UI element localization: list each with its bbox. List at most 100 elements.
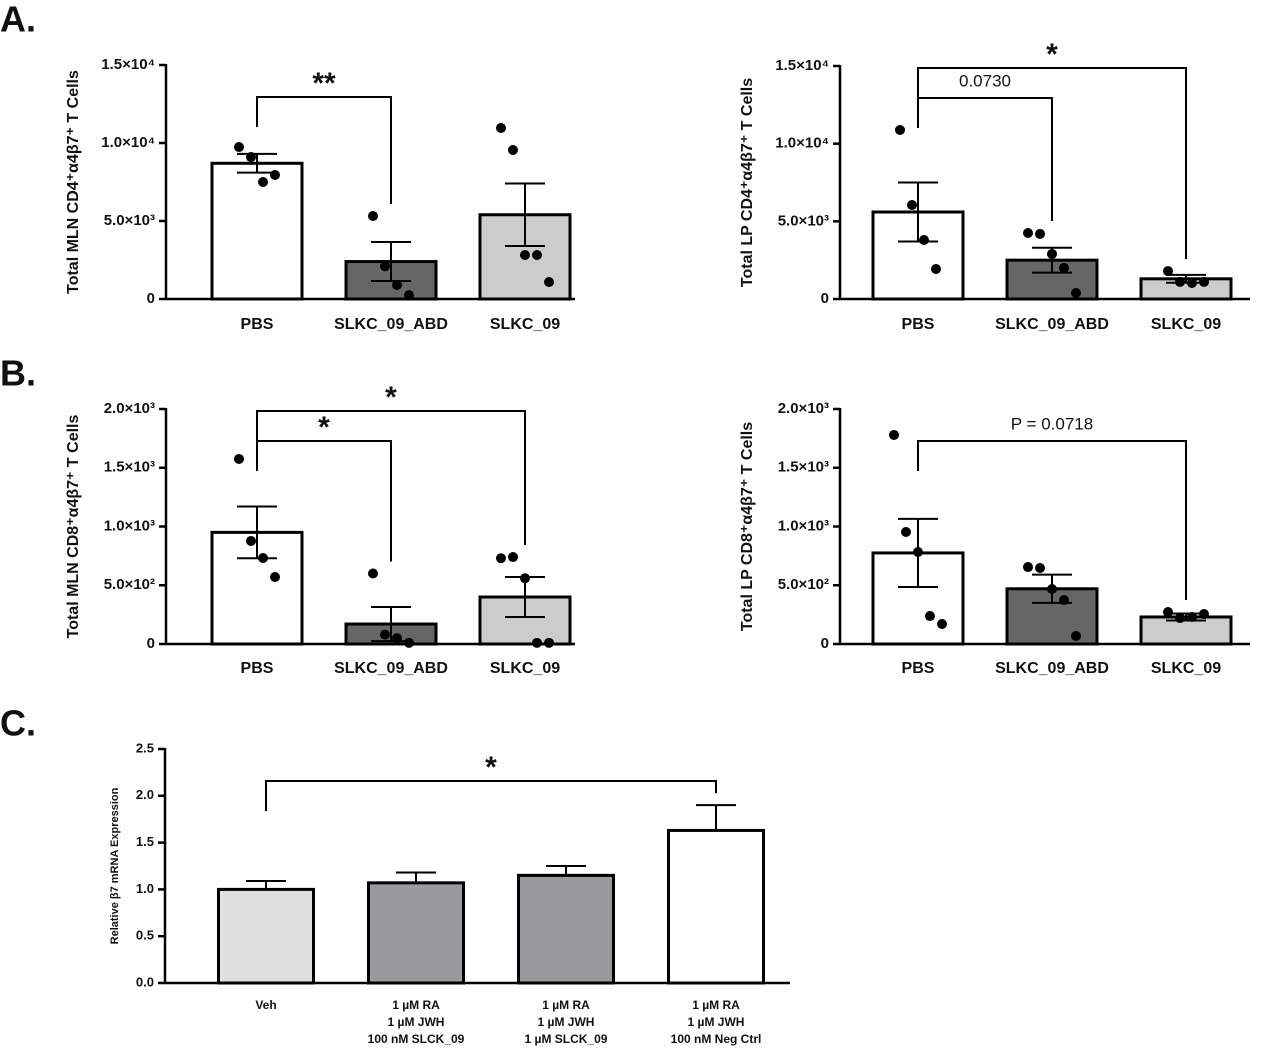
significance-bracket	[265, 780, 717, 811]
y-axis-label: Relative β7 mRNA Expression	[109, 787, 121, 944]
x-tick-label: 1 µM JWH	[688, 1015, 745, 1029]
data-point	[508, 145, 518, 156]
y-tick-label: 0	[821, 290, 829, 307]
data-point	[913, 546, 923, 557]
bar	[367, 881, 465, 985]
data-point	[1199, 609, 1209, 620]
y-axis-label: Total MLN CD8⁺α4β7⁺ T Cells	[65, 415, 82, 639]
x-tick-label: 1 µM JWH	[388, 1015, 445, 1029]
y-tick-label: 0	[821, 635, 829, 652]
data-point	[246, 152, 256, 163]
data-point	[520, 250, 530, 261]
x-tick-label: SLKC_09	[1151, 660, 1221, 677]
data-point	[234, 453, 244, 464]
y-tick-label: 1.0×10⁴	[775, 135, 829, 152]
data-point	[392, 279, 402, 290]
data-point	[270, 169, 280, 180]
data-point	[1047, 584, 1057, 595]
x-tick-label: 1 µM RA	[542, 998, 590, 1012]
data-point	[368, 211, 378, 222]
y-axis-label: Total LP CD8⁺α4β7⁺ T Cells	[739, 422, 756, 631]
bar	[517, 873, 615, 985]
significance-bracket	[917, 97, 1053, 221]
y-tick-label: 1.5×10⁴	[101, 56, 155, 73]
y-tick-label: 1.0×10³	[104, 517, 155, 534]
y-tick-label: 0	[147, 635, 155, 652]
x-tick-label: SLKC_09_ABD	[995, 660, 1109, 677]
significance-bracket	[256, 410, 526, 546]
panel-label: A.	[0, 0, 36, 40]
data-point	[1035, 228, 1045, 239]
significance-label: **	[312, 67, 336, 100]
x-tick-label: SLKC_09	[1151, 316, 1221, 333]
x-tick-label: 1 µM RA	[692, 998, 740, 1012]
data-point	[1059, 595, 1069, 606]
x-tick-label: SLKC_09	[490, 660, 560, 677]
data-point	[1187, 278, 1197, 289]
x-tick-label: PBS	[902, 660, 935, 677]
x-tick-label: SLKC_09	[490, 316, 560, 333]
data-point	[925, 611, 935, 622]
data-point	[1071, 287, 1081, 298]
data-point	[1187, 611, 1197, 622]
data-point	[1047, 248, 1057, 259]
bar	[871, 210, 965, 301]
data-point	[532, 250, 542, 261]
significance-label: *	[1046, 38, 1058, 71]
data-point	[380, 261, 390, 272]
x-tick-label: Veh	[255, 998, 276, 1012]
data-point	[392, 633, 402, 644]
y-axis-label: Total MLN CD4⁺α4β7⁺ T Cells	[65, 70, 82, 294]
x-tick-label: 100 nM Neg Ctrl	[671, 1032, 762, 1046]
x-tick-label: PBS	[902, 316, 935, 333]
data-point	[246, 535, 256, 546]
y-tick-label: 2.0×10³	[778, 400, 829, 417]
significance-bracket	[917, 67, 1187, 260]
y-tick-label: 2.5	[136, 740, 154, 755]
significance-label: *	[485, 751, 497, 784]
data-point	[889, 429, 899, 440]
data-point	[1023, 562, 1033, 573]
panel-label: C.	[0, 703, 36, 744]
x-tick-label: 1 µM SLCK_09	[525, 1032, 608, 1046]
data-point	[404, 290, 414, 301]
data-point	[1023, 227, 1033, 238]
x-tick-label: PBS	[241, 316, 274, 333]
y-tick-label: 0.5	[136, 928, 154, 943]
data-point	[544, 637, 554, 648]
data-point	[895, 124, 905, 135]
data-point	[496, 553, 506, 564]
data-point	[1059, 262, 1069, 273]
y-tick-label: 5.0×10³	[104, 212, 155, 229]
data-point	[544, 276, 554, 287]
data-point	[520, 573, 530, 584]
data-point	[1175, 276, 1185, 287]
x-tick-label: PBS	[241, 660, 274, 677]
data-point	[937, 619, 947, 630]
data-point	[931, 264, 941, 275]
data-point	[270, 572, 280, 583]
data-point	[404, 637, 414, 648]
y-tick-label: 0	[147, 290, 155, 307]
significance-bracket	[256, 96, 392, 205]
significance-label: P = 0.0718	[1011, 414, 1093, 433]
y-tick-label: 0.0	[136, 974, 154, 989]
y-tick-label: 5.0×10³	[778, 212, 829, 229]
data-point	[1163, 607, 1173, 618]
significance-bracket	[917, 440, 1187, 601]
y-tick-label: 1.0	[136, 881, 154, 896]
data-point	[380, 629, 390, 640]
significance-label: 0.0730	[959, 71, 1011, 90]
y-tick-label: 2.0×10³	[104, 400, 155, 417]
data-point	[1035, 562, 1045, 573]
x-tick-label: 100 nM SLCK_09	[368, 1032, 465, 1046]
data-point	[1163, 266, 1173, 277]
data-point	[901, 527, 911, 538]
x-tick-label: SLKC_09_ABD	[995, 316, 1109, 333]
x-tick-label: SLKC_09_ABD	[334, 660, 448, 677]
significance-label: *	[318, 411, 330, 444]
y-tick-label: 1.5×10⁴	[775, 57, 829, 74]
data-point	[258, 552, 268, 563]
y-tick-label: 1.0×10³	[778, 517, 829, 534]
